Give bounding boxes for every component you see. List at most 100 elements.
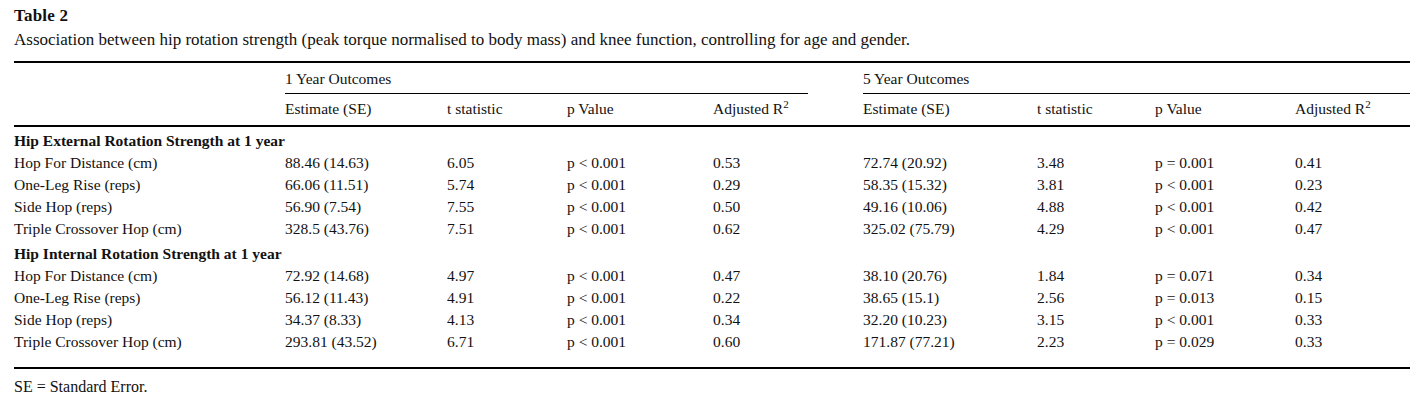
group-header-1-year-label: 1 Year Outcomes xyxy=(285,70,808,94)
data-cell: p < 0.001 xyxy=(567,309,713,331)
empty-corner-cell xyxy=(14,62,285,94)
data-cell: 5.74 xyxy=(447,174,567,196)
data-cell: 7.51 xyxy=(447,218,567,240)
data-cell: 0.33 xyxy=(1295,331,1410,368)
data-cell: p = 0.001 xyxy=(1155,152,1295,174)
data-cell: 3.48 xyxy=(1037,152,1155,174)
row-label: One-Leg Rise (reps) xyxy=(14,287,285,309)
data-cell: 0.34 xyxy=(1295,265,1410,287)
data-cell: 0.15 xyxy=(1295,287,1410,309)
group-header-1-year: 1 Year Outcomes xyxy=(285,62,863,94)
col-header-p-value-5y: p Value xyxy=(1155,94,1295,126)
row-label: Hop For Distance (cm) xyxy=(14,152,285,174)
table-row: Side Hop (reps) 56.90 (7.54) 7.55 p < 0.… xyxy=(14,196,1410,218)
data-cell: 34.37 (8.33) xyxy=(285,309,447,331)
data-cell: 293.81 (43.52) xyxy=(285,331,447,368)
table-row: One-Leg Rise (reps) 66.06 (11.51) 5.74 p… xyxy=(14,174,1410,196)
data-cell: 4.29 xyxy=(1037,218,1155,240)
data-cell: 0.62 xyxy=(713,218,863,240)
col-header-estimate-1y: Estimate (SE) xyxy=(285,94,447,126)
data-cell: 3.15 xyxy=(1037,309,1155,331)
data-cell: p < 0.001 xyxy=(1155,174,1295,196)
data-cell: p < 0.001 xyxy=(567,174,713,196)
data-cell: p < 0.001 xyxy=(567,287,713,309)
data-cell: p < 0.001 xyxy=(567,152,713,174)
data-cell: p = 0.013 xyxy=(1155,287,1295,309)
data-cell: p < 0.001 xyxy=(567,331,713,368)
data-cell: 6.05 xyxy=(447,152,567,174)
data-cell: 4.91 xyxy=(447,287,567,309)
column-header-row: Estimate (SE) t statistic p Value Adjust… xyxy=(14,94,1410,126)
data-cell: 0.23 xyxy=(1295,174,1410,196)
section-header-row: Hip External Rotation Strength at 1 year xyxy=(14,126,1410,152)
data-cell: 4.97 xyxy=(447,265,567,287)
table-caption: Association between hip rotation strengt… xyxy=(14,28,1410,52)
data-cell: p < 0.001 xyxy=(567,218,713,240)
data-cell: 72.74 (20.92) xyxy=(863,152,1037,174)
row-label: Side Hop (reps) xyxy=(14,309,285,331)
data-cell: 0.47 xyxy=(1295,218,1410,240)
data-cell: 58.35 (15.32) xyxy=(863,174,1037,196)
data-cell: 49.16 (10.06) xyxy=(863,196,1037,218)
data-cell: 66.06 (11.51) xyxy=(285,174,447,196)
row-label: Triple Crossover Hop (cm) xyxy=(14,331,285,368)
col-header-t-statistic-5y: t statistic xyxy=(1037,94,1155,126)
data-cell: 0.50 xyxy=(713,196,863,218)
data-cell: p = 0.071 xyxy=(1155,265,1295,287)
data-cell: 325.02 (75.79) xyxy=(863,218,1037,240)
row-label: Side Hop (reps) xyxy=(14,196,285,218)
data-cell: 4.88 xyxy=(1037,196,1155,218)
section-title: Hip External Rotation Strength at 1 year xyxy=(14,126,1410,152)
row-label: One-Leg Rise (reps) xyxy=(14,174,285,196)
data-cell: 2.56 xyxy=(1037,287,1155,309)
data-cell: 56.90 (7.54) xyxy=(285,196,447,218)
data-cell: 32.20 (10.23) xyxy=(863,309,1037,331)
table-row: Triple Crossover Hop (cm) 293.81 (43.52)… xyxy=(14,331,1410,368)
data-cell: 0.60 xyxy=(713,331,863,368)
row-label: Hop For Distance (cm) xyxy=(14,265,285,287)
col-header-estimate-5y: Estimate (SE) xyxy=(863,94,1037,126)
data-cell: 3.81 xyxy=(1037,174,1155,196)
table-row: Hop For Distance (cm) 88.46 (14.63) 6.05… xyxy=(14,152,1410,174)
section-header-row: Hip Internal Rotation Strength at 1 year xyxy=(14,240,1410,265)
row-label: Triple Crossover Hop (cm) xyxy=(14,218,285,240)
table-footnote: SE = Standard Error. xyxy=(14,377,1410,397)
data-cell: 38.10 (20.76) xyxy=(863,265,1037,287)
paper-table-figure: Table 2 Association between hip rotation… xyxy=(0,0,1424,412)
data-cell: 88.46 (14.63) xyxy=(285,152,447,174)
data-cell: 2.23 xyxy=(1037,331,1155,368)
results-table: 1 Year Outcomes 5 Year Outcomes Estimate… xyxy=(14,61,1410,369)
data-cell: 0.33 xyxy=(1295,309,1410,331)
data-cell: 0.47 xyxy=(713,265,863,287)
data-cell: 56.12 (11.43) xyxy=(285,287,447,309)
data-cell: 328.5 (43.76) xyxy=(285,218,447,240)
data-cell: 1.84 xyxy=(1037,265,1155,287)
group-header-row: 1 Year Outcomes 5 Year Outcomes xyxy=(14,62,1410,94)
col-header-adjusted-r2-5y: Adjusted R2 xyxy=(1295,94,1410,126)
data-cell: 171.87 (77.21) xyxy=(863,331,1037,368)
empty-corner-cell xyxy=(14,94,285,126)
data-cell: 0.42 xyxy=(1295,196,1410,218)
section-title: Hip Internal Rotation Strength at 1 year xyxy=(14,240,1410,265)
data-cell: p < 0.001 xyxy=(1155,218,1295,240)
table-row: Side Hop (reps) 34.37 (8.33) 4.13 p < 0.… xyxy=(14,309,1410,331)
data-cell: 38.65 (15.1) xyxy=(863,287,1037,309)
data-cell: 7.55 xyxy=(447,196,567,218)
data-cell: 6.71 xyxy=(447,331,567,368)
table-row: Triple Crossover Hop (cm) 328.5 (43.76) … xyxy=(14,218,1410,240)
data-cell: 0.41 xyxy=(1295,152,1410,174)
group-header-5-year-label: 5 Year Outcomes xyxy=(863,70,1410,94)
data-cell: p = 0.029 xyxy=(1155,331,1295,368)
table-row: One-Leg Rise (reps) 56.12 (11.43) 4.91 p… xyxy=(14,287,1410,309)
data-cell: 72.92 (14.68) xyxy=(285,265,447,287)
data-cell: 0.53 xyxy=(713,152,863,174)
data-cell: p < 0.001 xyxy=(1155,196,1295,218)
data-cell: 0.34 xyxy=(713,309,863,331)
data-cell: p < 0.001 xyxy=(1155,309,1295,331)
table-label: Table 2 xyxy=(14,5,1410,27)
table-row: Hop For Distance (cm) 72.92 (14.68) 4.97… xyxy=(14,265,1410,287)
col-header-adjusted-r2-1y: Adjusted R2 xyxy=(713,94,863,126)
data-cell: 0.22 xyxy=(713,287,863,309)
group-header-5-year: 5 Year Outcomes xyxy=(863,62,1410,94)
col-header-p-value-1y: p Value xyxy=(567,94,713,126)
